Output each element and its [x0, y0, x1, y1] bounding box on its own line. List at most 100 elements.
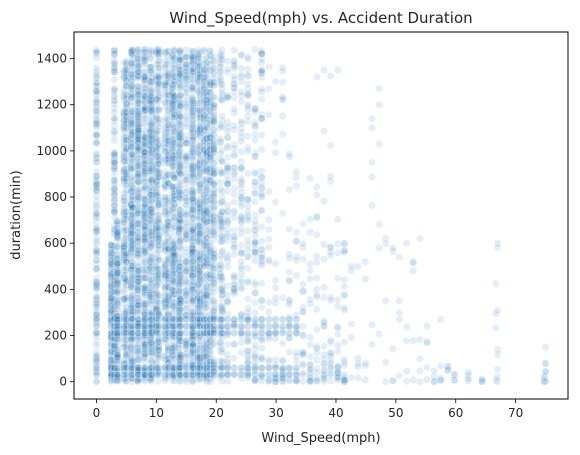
scatter-point: [110, 60, 119, 68]
scatter-point: [110, 114, 119, 122]
scatter-point: [107, 241, 116, 250]
scatter-point: [92, 265, 101, 273]
scatter-point: [92, 310, 101, 319]
scatter-point: [92, 256, 101, 265]
scatter-point: [92, 79, 101, 87]
scatter-point: [223, 187, 232, 196]
scatter-point: [92, 311, 101, 319]
scatter-point: [110, 247, 119, 255]
scatter-point: [113, 297, 122, 305]
scatter-point: [209, 307, 218, 316]
scatter-point: [209, 329, 218, 338]
scatter-point: [209, 228, 218, 237]
scatter-point: [230, 61, 239, 69]
scatter-point: [92, 180, 101, 189]
scatter-point: [107, 363, 116, 372]
scatter-point: [110, 51, 119, 60]
scatter-point: [110, 335, 119, 344]
scatter-point: [92, 370, 101, 379]
scatter-point: [107, 306, 116, 315]
scatter-point: [110, 364, 119, 372]
scatter-point: [209, 264, 218, 273]
scatter-point: [92, 116, 101, 125]
scatter-point: [110, 308, 119, 317]
scatter-point: [110, 46, 119, 55]
scatter-point: [107, 369, 116, 378]
scatter-point: [237, 241, 246, 250]
scatter-point: [107, 329, 116, 338]
scatter-point: [209, 58, 218, 67]
scatter-point: [110, 348, 119, 357]
scatter-point: [92, 49, 101, 58]
scatter-point: [223, 322, 232, 331]
scatter-point: [92, 158, 101, 167]
scatter-point: [92, 329, 101, 338]
scatter-point: [154, 277, 163, 286]
scatter-point: [107, 296, 116, 305]
scatter-point: [107, 250, 116, 259]
scatter-point: [92, 370, 101, 379]
scatter-point: [110, 373, 119, 382]
scatter-point: [113, 269, 122, 277]
scatter-point: [92, 139, 101, 148]
scatter-point: [92, 47, 101, 56]
scatter-point: [107, 363, 116, 372]
scatter-point: [223, 315, 232, 324]
scatter-point: [107, 297, 116, 306]
scatter-point: [92, 100, 101, 108]
scatter-point: [107, 352, 116, 360]
scatter-point: [223, 291, 232, 299]
scatter-point: [110, 162, 119, 171]
scatter-point: [92, 310, 101, 318]
scatter-point: [107, 358, 116, 367]
scatter-point: [218, 273, 227, 282]
scatter-point: [107, 315, 116, 324]
scatter-point: [92, 210, 101, 219]
scatter-point: [134, 126, 143, 135]
scatter-point: [92, 73, 101, 82]
scatter-point: [110, 116, 119, 125]
scatter-point: [107, 372, 116, 381]
scatter-point: [237, 278, 246, 287]
scatter-point: [154, 363, 163, 372]
scatter-point: [110, 201, 119, 209]
scatter-point: [107, 348, 116, 357]
scatter-point: [110, 300, 119, 309]
scatter-point: [110, 84, 119, 93]
scatter-point: [107, 301, 116, 310]
scatter-point: [107, 313, 116, 321]
scatter-point: [237, 71, 246, 79]
scatter-point: [209, 322, 218, 331]
scatter-point: [92, 227, 101, 236]
scatter-point: [92, 177, 101, 185]
scatter-point: [92, 245, 101, 253]
scatter-point: [107, 286, 116, 295]
scatter-point: [107, 257, 116, 266]
scatter-point: [154, 210, 163, 218]
scatter-point: [230, 170, 239, 178]
scatter-point: [107, 308, 116, 317]
scatter-point: [92, 353, 101, 361]
scatter-point: [92, 237, 101, 246]
scatter-point: [107, 311, 116, 320]
scatter-point: [223, 363, 232, 372]
scatter-point: [110, 319, 119, 328]
scatter-point: [110, 205, 119, 214]
scatter-point: [237, 285, 246, 294]
scatter-point: [92, 329, 101, 337]
scatter-point: [107, 288, 116, 297]
scatter-point: [107, 255, 116, 264]
scatter-point: [230, 184, 239, 193]
scatter-point: [110, 105, 119, 113]
scatter-point: [92, 250, 101, 259]
scatter-point: [92, 368, 101, 377]
scatter-point: [113, 329, 122, 338]
scatter-point: [209, 197, 218, 206]
scatter-point: [107, 260, 116, 269]
scatter-point: [230, 213, 239, 222]
scatter-point: [209, 170, 218, 179]
scatter-point: [237, 363, 246, 372]
scatter-point: [230, 340, 239, 349]
scatter-point: [92, 228, 101, 237]
scatter-point: [110, 108, 119, 117]
